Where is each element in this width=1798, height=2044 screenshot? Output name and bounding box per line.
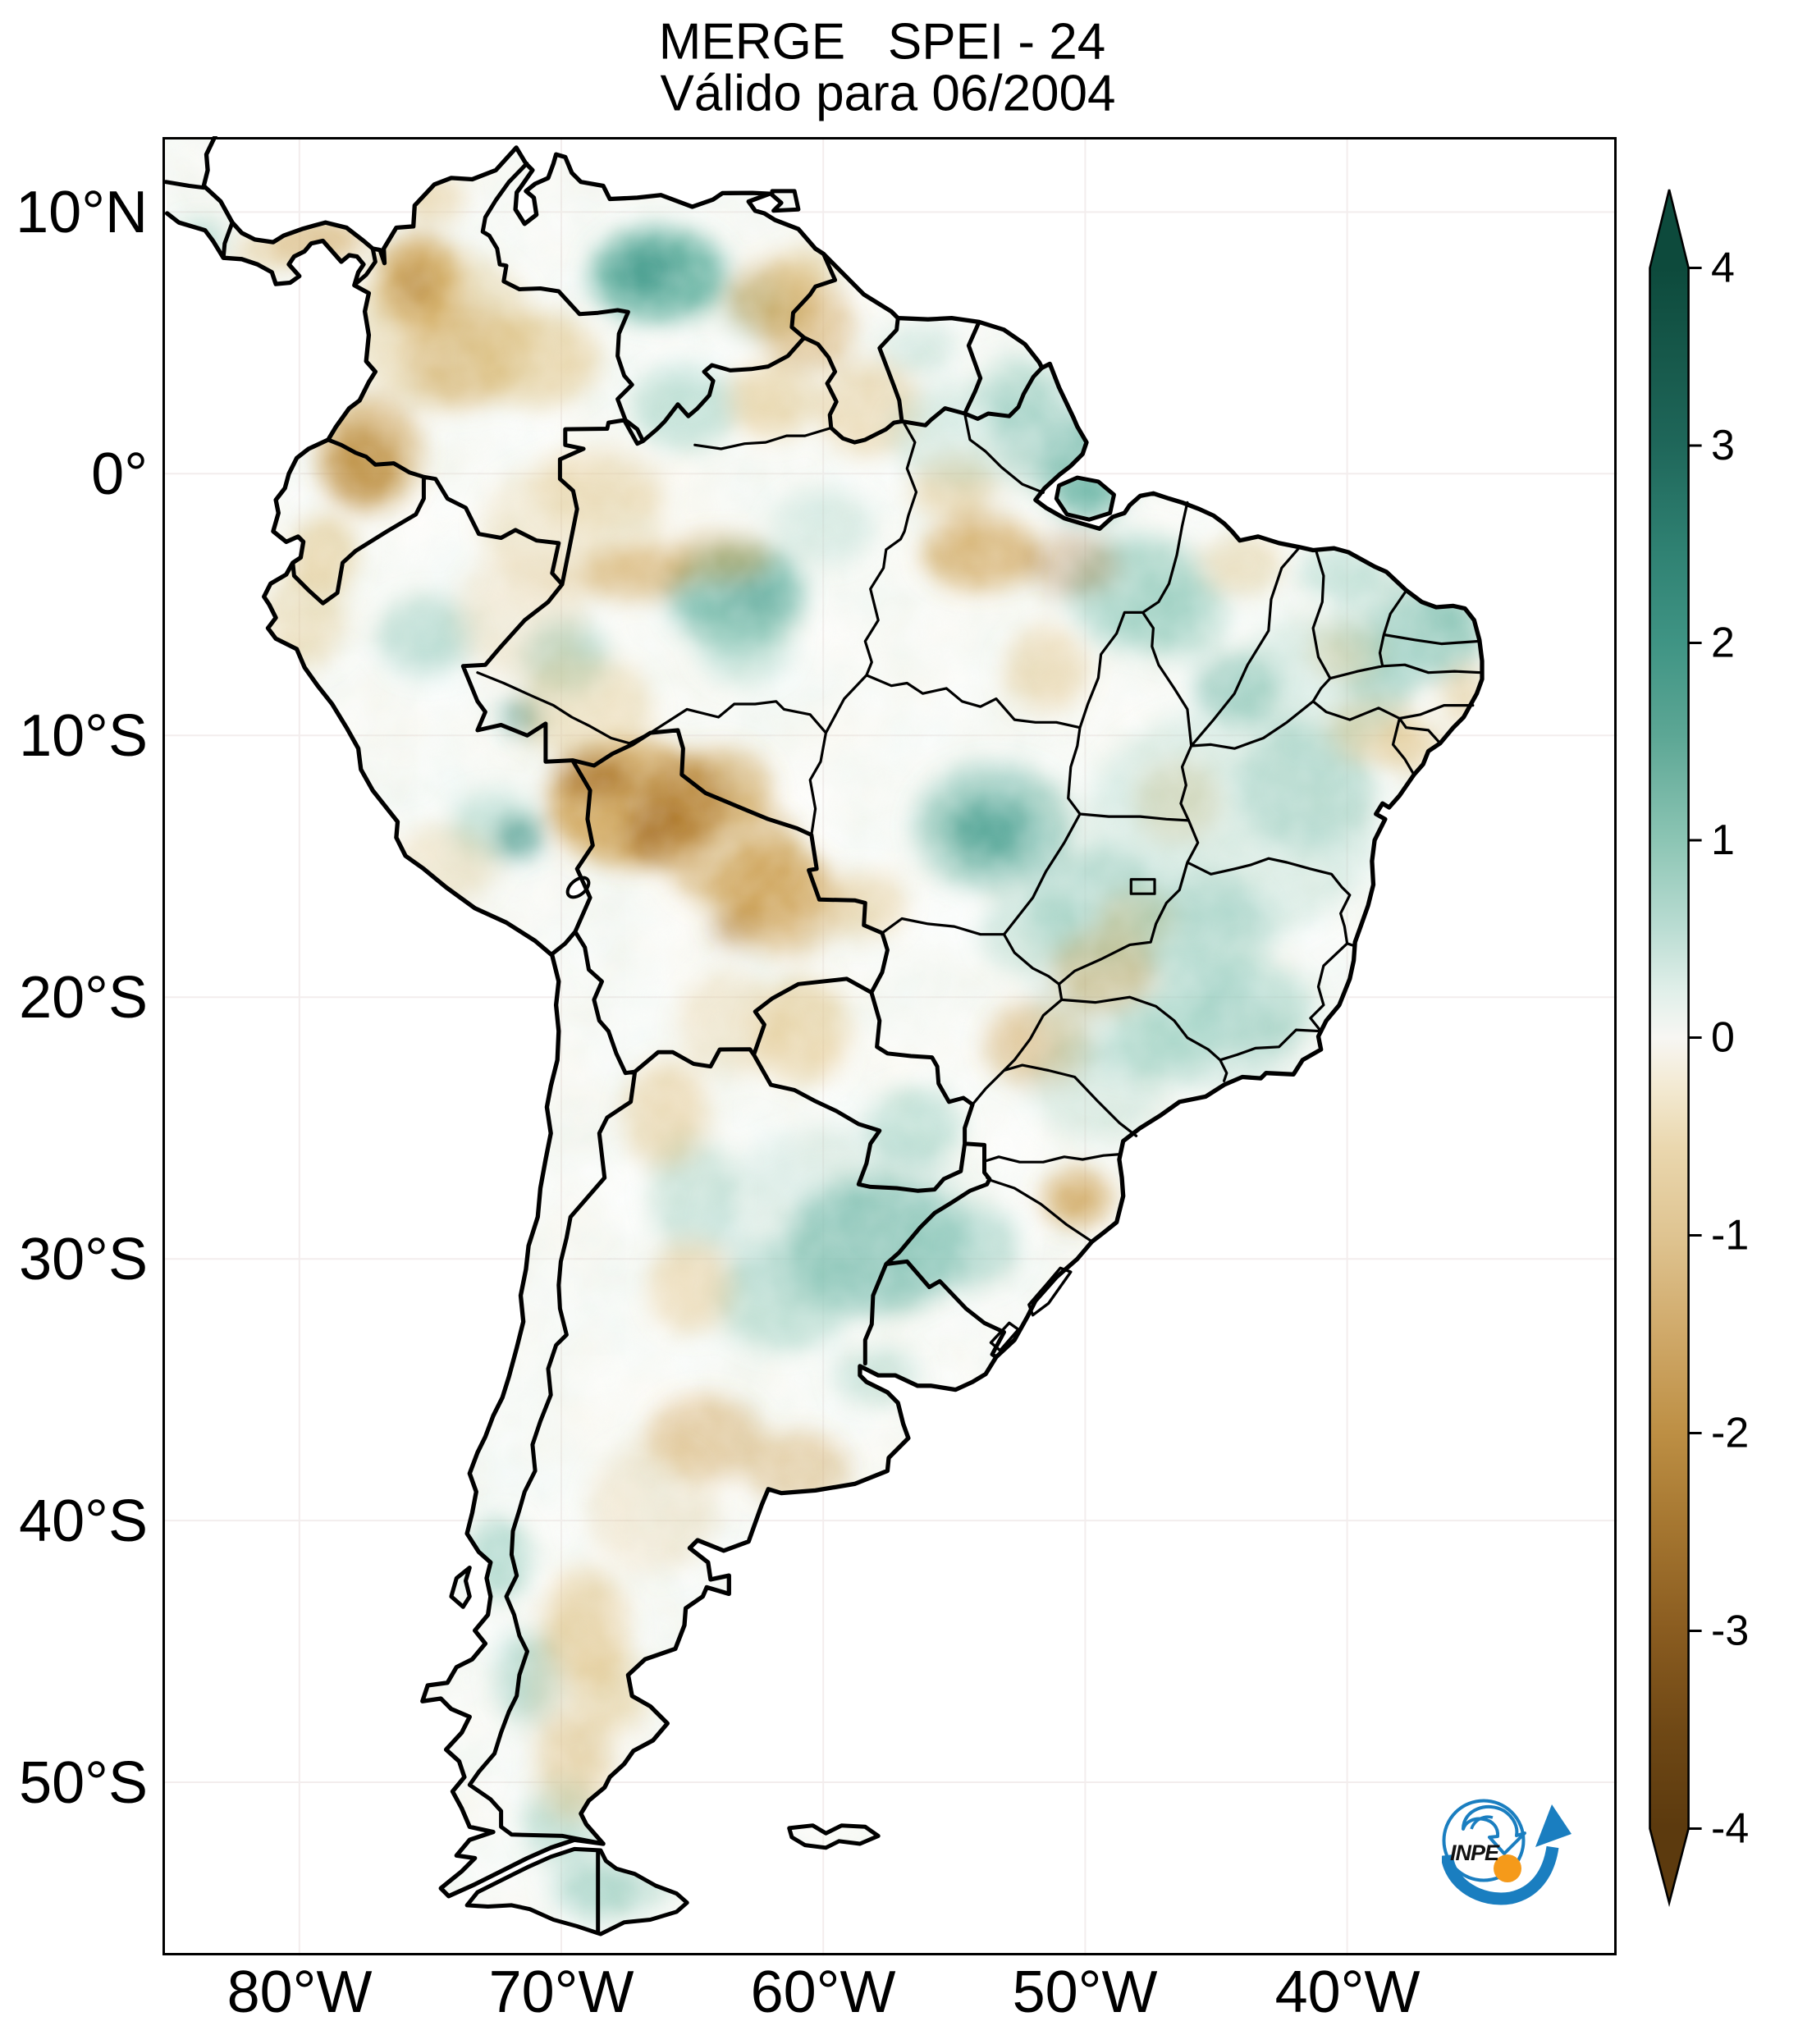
- svg-text:-4: -4: [1711, 1805, 1749, 1853]
- svg-text:INPE: INPE: [1450, 1841, 1500, 1865]
- svg-text:1: 1: [1711, 816, 1735, 864]
- svg-text:-2: -2: [1711, 1410, 1749, 1457]
- svg-text:-1: -1: [1711, 1212, 1749, 1260]
- svg-text:3: 3: [1711, 422, 1735, 469]
- svg-text:2: 2: [1711, 620, 1735, 667]
- svg-text:0: 0: [1711, 1014, 1735, 1062]
- svg-text:-3: -3: [1711, 1607, 1749, 1655]
- svg-text:4: 4: [1711, 245, 1735, 292]
